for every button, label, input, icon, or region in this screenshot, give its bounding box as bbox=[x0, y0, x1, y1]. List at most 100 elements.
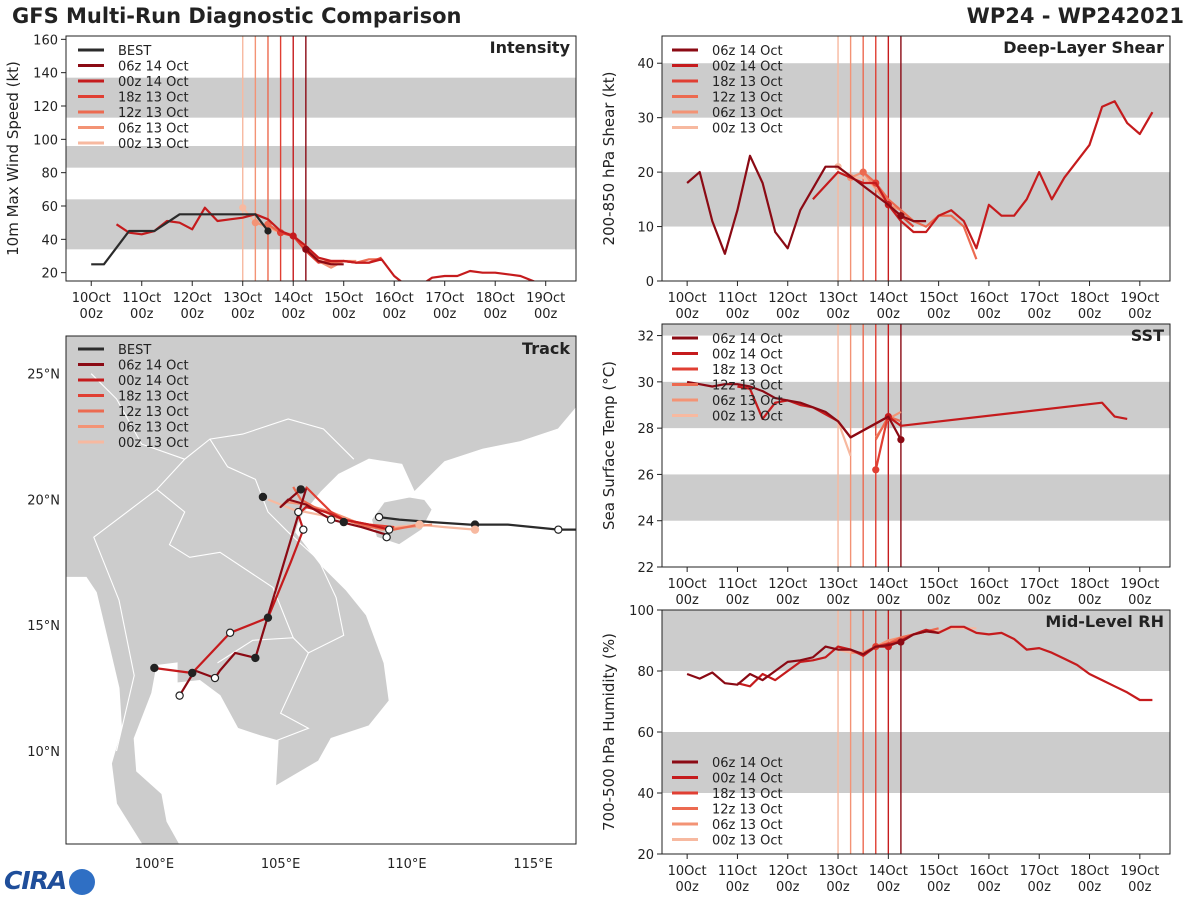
x-tick-label: 14Oct bbox=[869, 577, 908, 592]
x-tick-label: 00z bbox=[776, 307, 800, 322]
x-tick-label: 17Oct bbox=[1020, 864, 1059, 879]
legend-label: 00z 14 Oct bbox=[712, 348, 783, 363]
legend-label: 06z 14 Oct bbox=[712, 332, 783, 347]
y-tick-label: 22 bbox=[637, 561, 654, 576]
threshold-band bbox=[662, 610, 1170, 671]
y-tick-label: 28 bbox=[637, 422, 654, 437]
legend-label: 00z 14 Oct bbox=[118, 75, 189, 90]
x-tick-label: 00z bbox=[282, 307, 306, 322]
track-position-marker bbox=[384, 525, 394, 534]
series-line bbox=[686, 380, 902, 441]
track-position-marker bbox=[150, 663, 159, 673]
x-tick-label: 00z bbox=[977, 880, 1001, 895]
x-tick-label: 11Oct bbox=[718, 864, 757, 879]
legend-label: BEST bbox=[118, 44, 151, 59]
x-tick-label: 00z bbox=[1078, 593, 1102, 608]
legend-label: 18z 13 Oct bbox=[118, 390, 189, 405]
series-line bbox=[862, 171, 978, 260]
legend-label: 12z 13 Oct bbox=[712, 91, 783, 106]
x-tick-label: 11Oct bbox=[718, 291, 757, 306]
y-tick-label: 100 bbox=[629, 604, 654, 619]
track-panel: 100°E 105°E 110°E 115°E 10°N 15°N 20°N 25°N Trac… bbox=[27, 335, 577, 872]
lat-label: 25°N bbox=[27, 368, 60, 383]
series-line bbox=[812, 100, 1154, 250]
threshold-band bbox=[66, 199, 576, 250]
legend-label: 12z 13 Oct bbox=[118, 106, 189, 121]
shear-panel: 01020304010Oct00z11Oct00z12Oct00z13Oct00… bbox=[600, 35, 1171, 322]
series-line bbox=[686, 154, 927, 255]
y-tick-label: 26 bbox=[637, 468, 654, 483]
y-tick-label: 40 bbox=[637, 787, 654, 802]
lon-label: 115°E bbox=[513, 857, 553, 872]
legend-label: 00z 13 Oct bbox=[712, 122, 783, 137]
y-tick-label: 80 bbox=[637, 665, 654, 680]
x-tick-label: 15Oct bbox=[919, 291, 958, 306]
analysis-point bbox=[289, 232, 297, 240]
lat-label: 20°N bbox=[27, 493, 60, 508]
x-tick-label: 00z bbox=[383, 307, 407, 322]
legend-label: 18z 13 Oct bbox=[712, 787, 783, 802]
x-tick-label: 00z bbox=[130, 307, 154, 322]
y-tick-label: 60 bbox=[637, 726, 654, 741]
x-tick-label: 17Oct bbox=[425, 291, 464, 306]
x-tick-label: 12Oct bbox=[768, 577, 807, 592]
plot-frame bbox=[661, 35, 1171, 282]
legend-label: 00z 14 Oct bbox=[118, 374, 189, 389]
track-position-marker bbox=[188, 668, 197, 678]
legend-label: 06z 13 Oct bbox=[118, 122, 189, 137]
analysis-point bbox=[859, 168, 867, 176]
x-tick-label: 00z bbox=[826, 307, 850, 322]
x-tick-label: 13Oct bbox=[223, 291, 262, 306]
series-line bbox=[91, 213, 269, 266]
analysis-point bbox=[239, 204, 247, 212]
x-tick-label: 00z bbox=[726, 593, 750, 608]
track-position-marker bbox=[210, 673, 220, 683]
cira-logo: CIRA bbox=[4, 866, 96, 895]
x-tick-label: 16Oct bbox=[375, 291, 414, 306]
series-line bbox=[737, 625, 1153, 702]
logo-globe-icon bbox=[69, 869, 96, 895]
x-tick-label: 13Oct bbox=[819, 291, 858, 306]
legend-label: 12z 13 Oct bbox=[712, 379, 783, 394]
panel-title: Mid-Level RH bbox=[1045, 612, 1164, 631]
series-line bbox=[686, 630, 939, 686]
legend-label: 00z 14 Oct bbox=[712, 772, 783, 787]
x-tick-label: 19Oct bbox=[1120, 577, 1159, 592]
x-tick-label: 15Oct bbox=[919, 864, 958, 879]
panel-title: Deep-Layer Shear bbox=[1003, 38, 1164, 57]
x-tick-label: 00z bbox=[877, 880, 901, 895]
x-tick-label: 16Oct bbox=[969, 864, 1008, 879]
legend-label: 18z 13 Oct bbox=[712, 363, 783, 378]
x-tick-label: 10Oct bbox=[72, 291, 111, 306]
legend-label: 06z 13 Oct bbox=[712, 818, 783, 833]
threshold-band bbox=[662, 474, 1170, 521]
lon-label: 110°E bbox=[387, 857, 427, 872]
x-tick-label: 00z bbox=[977, 593, 1001, 608]
y-tick-label: 30 bbox=[637, 112, 654, 127]
y-tick-label: 30 bbox=[637, 376, 654, 391]
panel-title: Track bbox=[522, 339, 570, 358]
sst-panel: 22242628303210Oct00z11Oct00z12Oct00z13Oc… bbox=[600, 323, 1171, 608]
x-tick-label: 12Oct bbox=[173, 291, 212, 306]
track-position-marker bbox=[299, 525, 308, 534]
rh-panel: 2040608010010Oct00z11Oct00z12Oct00z13Oct… bbox=[600, 604, 1171, 895]
lon-label: 100°E bbox=[135, 857, 175, 872]
series-line bbox=[874, 414, 890, 471]
track-position-marker bbox=[263, 613, 273, 622]
x-tick-label: 00z bbox=[332, 307, 356, 322]
track-position-marker bbox=[326, 515, 336, 524]
x-tick-label: 00z bbox=[675, 880, 699, 895]
x-tick-label: 14Oct bbox=[869, 291, 908, 306]
threshold-band bbox=[662, 63, 1170, 118]
analysis-point bbox=[872, 466, 880, 474]
track-position-marker bbox=[294, 507, 303, 517]
legend-label: 18z 13 Oct bbox=[712, 75, 783, 90]
x-tick-label: 15Oct bbox=[919, 577, 958, 592]
threshold-band bbox=[66, 77, 576, 118]
legend-label: 00z 13 Oct bbox=[118, 436, 189, 451]
lat-label: 15°N bbox=[27, 619, 60, 634]
x-tick-label: 00z bbox=[726, 307, 750, 322]
track-position-marker bbox=[470, 525, 480, 534]
